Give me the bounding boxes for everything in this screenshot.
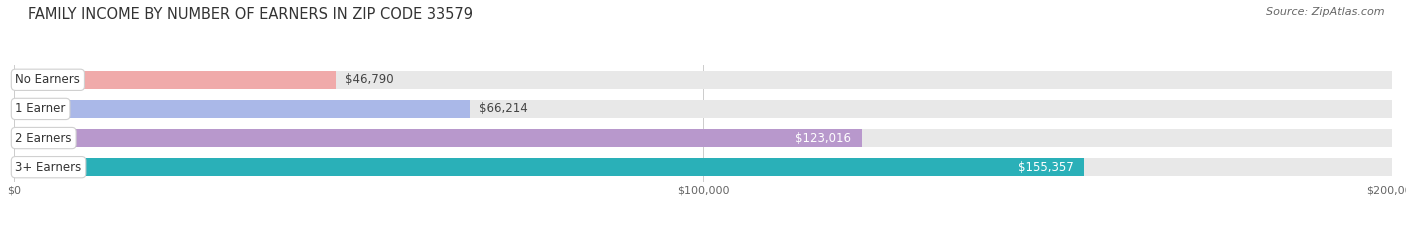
Text: $155,357: $155,357: [1018, 161, 1073, 174]
Text: 2 Earners: 2 Earners: [15, 132, 72, 144]
Text: Source: ZipAtlas.com: Source: ZipAtlas.com: [1267, 7, 1385, 17]
Text: $46,790: $46,790: [344, 73, 394, 86]
Bar: [14, 158, 1392, 176]
Bar: [14, 129, 1392, 147]
Text: 3+ Earners: 3+ Earners: [15, 161, 82, 174]
Text: No Earners: No Earners: [15, 73, 80, 86]
Bar: [14, 129, 862, 147]
Bar: [14, 100, 1392, 118]
Bar: [14, 158, 1084, 176]
Text: $123,016: $123,016: [794, 132, 851, 144]
Bar: [14, 71, 1392, 89]
Text: FAMILY INCOME BY NUMBER OF EARNERS IN ZIP CODE 33579: FAMILY INCOME BY NUMBER OF EARNERS IN ZI…: [28, 7, 474, 22]
Bar: [14, 71, 336, 89]
Text: $66,214: $66,214: [478, 103, 527, 115]
Bar: [14, 100, 470, 118]
Text: 1 Earner: 1 Earner: [15, 103, 66, 115]
